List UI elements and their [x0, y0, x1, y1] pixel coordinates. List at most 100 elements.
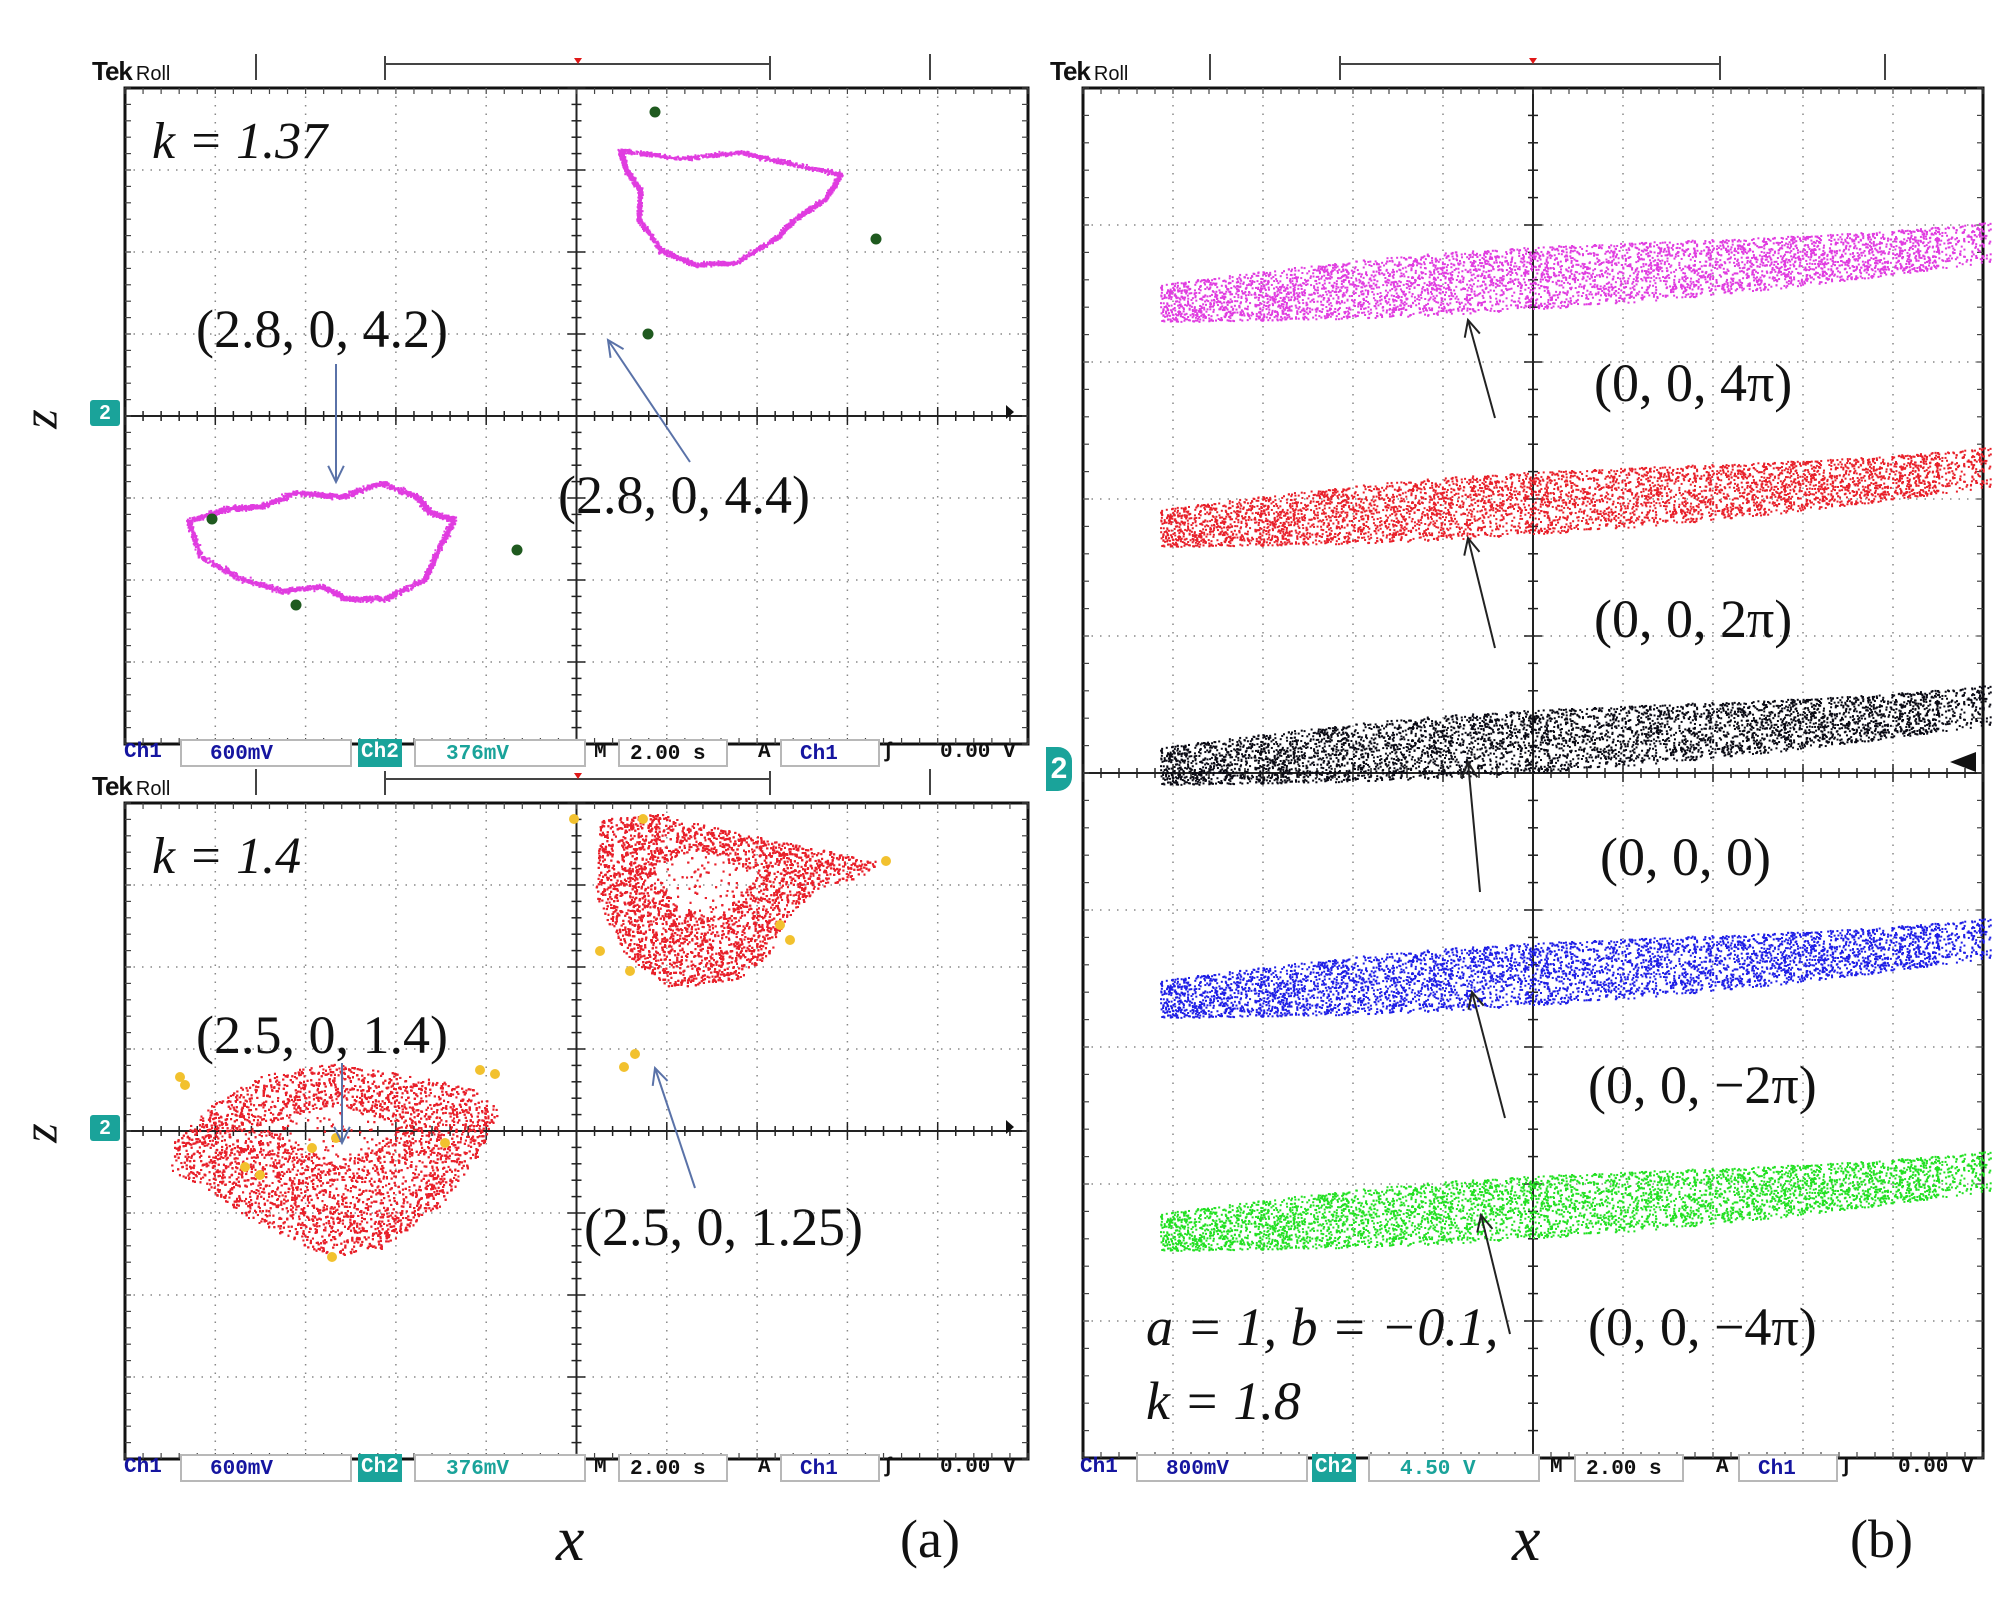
equilibrium-points — [175, 814, 891, 1262]
ruler-red-marker — [574, 58, 582, 64]
attractor-blob-upper — [595, 814, 877, 988]
trigger-label: A — [1716, 1454, 1729, 1482]
trigger-level: 0.00 V — [940, 739, 1016, 767]
annotation-2.8-0-4.2: (2.8, 0, 4.2) — [196, 298, 448, 360]
trace-area — [1160, 222, 1992, 1335]
graticule-grid — [124, 87, 1029, 745]
label-0-0-4pi: (0, 0, 4π) — [1594, 352, 1792, 414]
annotation-2.5-0-1.4: (2.5, 0, 1.4) — [196, 1004, 448, 1066]
param-label: k = 1.37 — [152, 113, 329, 170]
trace-4 — [1160, 918, 1992, 1019]
trace-area — [186, 106, 882, 611]
time-scale: 2.00 s — [618, 739, 728, 767]
trigger-level: 0.00 V — [940, 1454, 1016, 1482]
trigger-channel: Ch1 — [780, 1454, 880, 1482]
tek-brand-text: Tek — [92, 56, 133, 86]
params-line-2: k = 1.8 — [1146, 1370, 1301, 1432]
tek-brand-top-left: Tek Roll — [92, 56, 170, 87]
label-0-0-2pi: (0, 0, 2π) — [1594, 588, 1792, 650]
equilibrium-point — [511, 544, 523, 556]
ch1-label: Ch1 — [1080, 1454, 1118, 1482]
scope-screen-bottom-left: k = 1.4 — [123, 769, 1030, 1461]
ground-level-marker — [1006, 1120, 1014, 1134]
scope-screen-right — [1081, 54, 1992, 1460]
z-axis-label-top-left: z — [11, 409, 69, 428]
equilibrium-point — [569, 814, 579, 824]
trigger-label: A — [758, 739, 771, 767]
ruler-red-marker — [1529, 58, 1537, 64]
ch1-label: Ch1 — [124, 739, 162, 767]
z-axis-label-bottom-left: z — [11, 1123, 69, 1142]
trace-2 — [1160, 447, 1992, 548]
roll-ruler — [1209, 54, 1886, 80]
equilibrium-point — [327, 1252, 337, 1262]
roll-mode-text: Roll — [136, 778, 170, 800]
trace-3 — [1160, 685, 1992, 786]
equilibrium-point — [775, 920, 785, 930]
ch2-scale: 376mV — [414, 739, 586, 767]
equilibrium-point — [255, 1170, 265, 1180]
equilibrium-point — [180, 1080, 190, 1090]
trigger-slope: ʃ — [1840, 1454, 1853, 1482]
trace-5 — [1160, 1151, 1992, 1252]
annotation-2.8-0-4.4: (2.8, 0, 4.4) — [558, 464, 810, 526]
equilibrium-point — [638, 814, 648, 824]
equilibrium-point — [490, 1069, 500, 1079]
ch1-label: Ch1 — [124, 1454, 162, 1482]
ch2-scale: 376mV — [414, 1454, 586, 1482]
equilibrium-point — [307, 1143, 317, 1153]
annotation-2.5-0-1.25: (2.5, 0, 1.25) — [584, 1196, 863, 1258]
annotation-arrow-2 — [606, 338, 691, 463]
ch1-scale: 600mV — [180, 739, 352, 767]
equilibrium-point — [595, 946, 605, 956]
annotation-arrow-2 — [1463, 535, 1496, 649]
ch2-label: Ch2 — [358, 739, 402, 767]
tek-brand-text: Tek — [92, 771, 133, 801]
equilibrium-point — [625, 966, 635, 976]
annotation-arrow-3 — [1460, 759, 1481, 893]
annotation-arrow-5 — [1476, 1212, 1511, 1335]
time-label: M — [594, 1454, 607, 1482]
trigger-level: 0.00 V — [1898, 1454, 1974, 1482]
annotation-arrow-4 — [1467, 989, 1506, 1119]
trigger-channel: Ch1 — [1738, 1454, 1838, 1482]
tek-brand-right: Tek Roll — [1050, 56, 1128, 87]
trigger-label: A — [758, 1454, 771, 1482]
status-bar-bottom-left: Ch1 600mV Ch2 376mV M 2.00 s A Ch1 ʃ 0.0… — [124, 1454, 1040, 1484]
tek-brand-bottom-left: Tek Roll — [92, 771, 170, 802]
trigger-slope: ʃ — [882, 1454, 895, 1482]
ch2-marker-top-left: 2 — [90, 400, 120, 426]
label-0-0-neg2pi: (0, 0, −2π) — [1588, 1054, 1817, 1116]
ch2-label: Ch2 — [358, 1454, 402, 1482]
x-axis-label-left: x — [556, 1502, 584, 1576]
panel-tag-b: (b) — [1850, 1508, 1913, 1570]
attractor-loop-upper — [617, 148, 844, 269]
scope-screen-top-left: k = 1.37 — [123, 54, 1030, 746]
equilibrium-point — [870, 233, 882, 245]
equilibrium-point — [475, 1065, 485, 1075]
roll-mode-text: Roll — [1094, 63, 1128, 85]
equilibrium-point — [630, 1049, 640, 1059]
equilibrium-points — [206, 106, 882, 611]
ruler-red-marker — [574, 773, 582, 779]
tek-brand-text: Tek — [1050, 56, 1091, 86]
ground-level-marker — [1006, 405, 1014, 419]
equilibrium-point — [206, 513, 218, 525]
label-0-0-neg4pi: (0, 0, −4π) — [1588, 1296, 1817, 1358]
time-scale: 2.00 s — [1574, 1454, 1684, 1482]
trigger-slope: ʃ — [882, 739, 895, 767]
params-line-1: a = 1, b = −0.1, — [1146, 1296, 1498, 1358]
equilibrium-point — [175, 1072, 185, 1082]
time-scale: 2.00 s — [618, 1454, 728, 1482]
ch2-label: Ch2 — [1312, 1454, 1356, 1482]
graticule-grid — [124, 802, 1029, 1460]
time-label: M — [594, 739, 607, 767]
x-axis-label-right: x — [1512, 1502, 1540, 1576]
ch2-marker-right: 2 — [1046, 747, 1072, 791]
equilibrium-point — [881, 856, 891, 866]
label-0-0-0: (0, 0, 0) — [1600, 826, 1771, 888]
trigger-channel: Ch1 — [780, 739, 880, 767]
param-label: k = 1.4 — [152, 828, 301, 885]
equilibrium-point — [440, 1138, 450, 1148]
roll-ruler — [255, 769, 931, 795]
